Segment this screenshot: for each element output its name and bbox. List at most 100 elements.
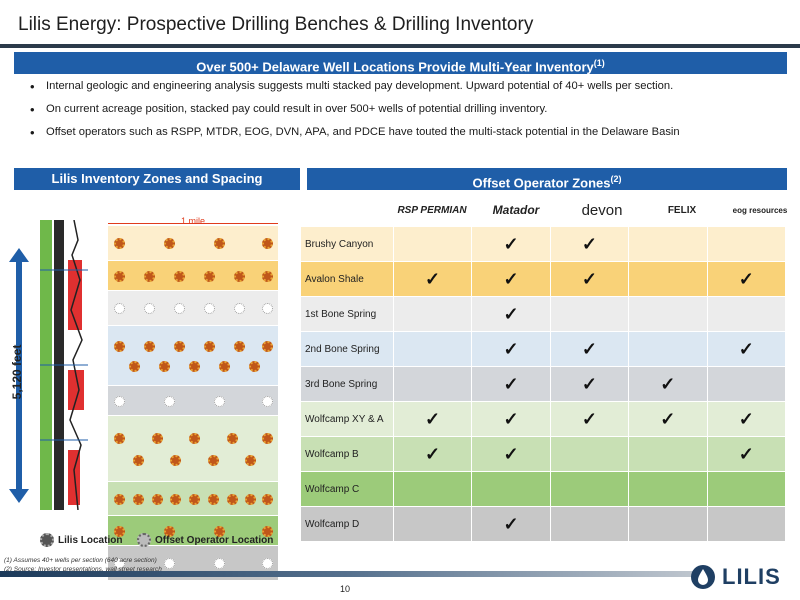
lilis-well-icon <box>189 432 200 444</box>
offset-well-icon <box>204 303 215 314</box>
lilis-well-icon <box>207 493 219 505</box>
checkmark-icon: ✓ <box>706 331 787 367</box>
empty-cell <box>392 226 473 262</box>
zone-name-cell: Wolfcamp C <box>300 471 394 507</box>
empty-cell <box>392 366 473 402</box>
bullet-list: Internal geologic and engineering analys… <box>30 79 780 149</box>
offset-well-icon <box>114 303 125 314</box>
offset-well-icon <box>174 303 185 314</box>
bullet-item: Internal geologic and engineering analys… <box>30 79 780 94</box>
operator-name: FELIX <box>667 204 697 216</box>
lilis-well-icon <box>262 493 273 505</box>
lilis-well-icon <box>144 270 155 282</box>
lilis-well-icon <box>207 454 219 466</box>
offset-well-icon <box>214 558 225 569</box>
lilis-well-icon <box>214 238 225 249</box>
footer-bar <box>0 571 700 577</box>
lilis-well-icon <box>174 340 185 352</box>
operator-logo-devon: devon <box>563 196 641 224</box>
lilis-well-icon <box>189 360 200 372</box>
lilis-well-icon <box>132 454 144 466</box>
checkmark-icon: ✓ <box>706 401 787 437</box>
offset-well-icon <box>262 303 273 314</box>
table-row: Avalon Shale ✓ ✓ ✓ ✓ <box>300 261 787 297</box>
checkmark-icon: ✓ <box>549 366 630 402</box>
inventory-banner-footnote: (1) <box>593 58 605 68</box>
empty-cell <box>706 296 787 332</box>
checkmark-icon: ✓ <box>471 331 551 367</box>
inventory-zone <box>108 226 278 261</box>
lilis-well-icon <box>245 493 257 505</box>
lilis-well-icon <box>114 493 125 505</box>
lilis-well-icon <box>151 493 163 505</box>
offset-zones-banner-text: Offset Operator Zones <box>472 175 611 191</box>
checkmark-icon: ✓ <box>471 366 551 402</box>
empty-cell <box>549 296 630 332</box>
lilis-well-icon <box>214 525 225 537</box>
inventory-zone <box>108 326 278 386</box>
lilis-well-icon <box>144 340 155 352</box>
operator-logo-matador: Matador <box>477 196 555 224</box>
table-row: Wolfcamp XY & A ✓ ✓ ✓ ✓ ✓ <box>300 401 787 437</box>
checkmark-icon: ✓ <box>471 296 551 332</box>
page-title: Lilis Energy: Prospective Drilling Bench… <box>18 14 534 35</box>
checkmark-icon: ✓ <box>549 331 630 367</box>
table-row: 3rd Bone Spring ✓ ✓ ✓ <box>300 366 787 402</box>
zone-name-cell: Wolfcamp D <box>300 506 394 542</box>
empty-cell <box>706 506 787 542</box>
operator-name: devon <box>581 201 623 219</box>
checkmark-icon: ✓ <box>392 436 473 472</box>
empty-cell <box>392 471 473 507</box>
lilis-well-icon <box>114 340 125 352</box>
checkmark-icon: ✓ <box>471 436 551 472</box>
lilis-well-icon <box>170 454 182 466</box>
empty-cell <box>706 366 787 402</box>
empty-cell <box>549 436 630 472</box>
lilis-well-icon <box>226 432 238 444</box>
lilis-well-icon <box>234 340 245 352</box>
checkmark-icon: ✓ <box>392 401 473 437</box>
lilis-logo-text: LILIS <box>722 564 781 589</box>
table-row: Wolfcamp C <box>300 471 787 507</box>
inventory-banner-text: Over 500+ Delaware Well Locations Provid… <box>196 59 594 75</box>
lilis-well-icon <box>164 525 175 537</box>
table-row: 2nd Bone Spring ✓ ✓ ✓ <box>300 331 787 367</box>
operator-logo-rsp: RSP PERMIAN <box>393 196 471 224</box>
offset-well-icon <box>114 558 125 569</box>
inventory-zone <box>108 386 278 416</box>
lilis-well-icon <box>114 270 125 282</box>
lilis-zones-banner: Lilis Inventory Zones and Spacing <box>14 168 300 190</box>
checkmark-icon: ✓ <box>471 261 551 297</box>
zone-name-cell: Avalon Shale <box>300 261 394 297</box>
checkmark-icon: ✓ <box>471 506 551 542</box>
empty-cell <box>392 296 473 332</box>
inventory-zone <box>108 291 278 326</box>
lilis-well-icon <box>174 270 185 282</box>
zone-name-cell: 2nd Bone Spring <box>300 331 394 367</box>
lilis-drop-icon <box>691 565 715 589</box>
lilis-well-icon <box>114 432 125 444</box>
offset-zones-banner-footnote: (2) <box>610 174 622 184</box>
lilis-well-icon <box>114 238 125 249</box>
depth-arrow-icon <box>9 248 29 503</box>
lilis-well-icon <box>151 432 163 444</box>
legend-lilis: Lilis Location <box>40 533 122 547</box>
mile-scale: 1 mile <box>108 216 278 228</box>
zone-name-cell: Wolfcamp B <box>300 436 394 472</box>
lilis-well-icon <box>262 340 273 352</box>
offset-well-icon <box>164 395 175 407</box>
mile-scale-label: 1 mile <box>180 216 205 226</box>
lilis-well-icon <box>129 360 140 372</box>
offset-well-icon <box>234 303 245 314</box>
footnote: (2) Source: Investor presentations, wall… <box>4 566 162 573</box>
checkmark-icon: ✓ <box>706 261 787 297</box>
lilis-well-icon <box>189 493 200 505</box>
empty-cell <box>628 296 708 332</box>
checkmark-icon: ✓ <box>706 436 787 472</box>
lilis-logo: LILIS <box>690 562 790 592</box>
empty-cell <box>628 226 708 262</box>
empty-cell <box>628 471 708 507</box>
lilis-well-icon <box>204 340 215 352</box>
offset-well-icon <box>114 395 125 407</box>
inventory-zones <box>108 226 278 581</box>
